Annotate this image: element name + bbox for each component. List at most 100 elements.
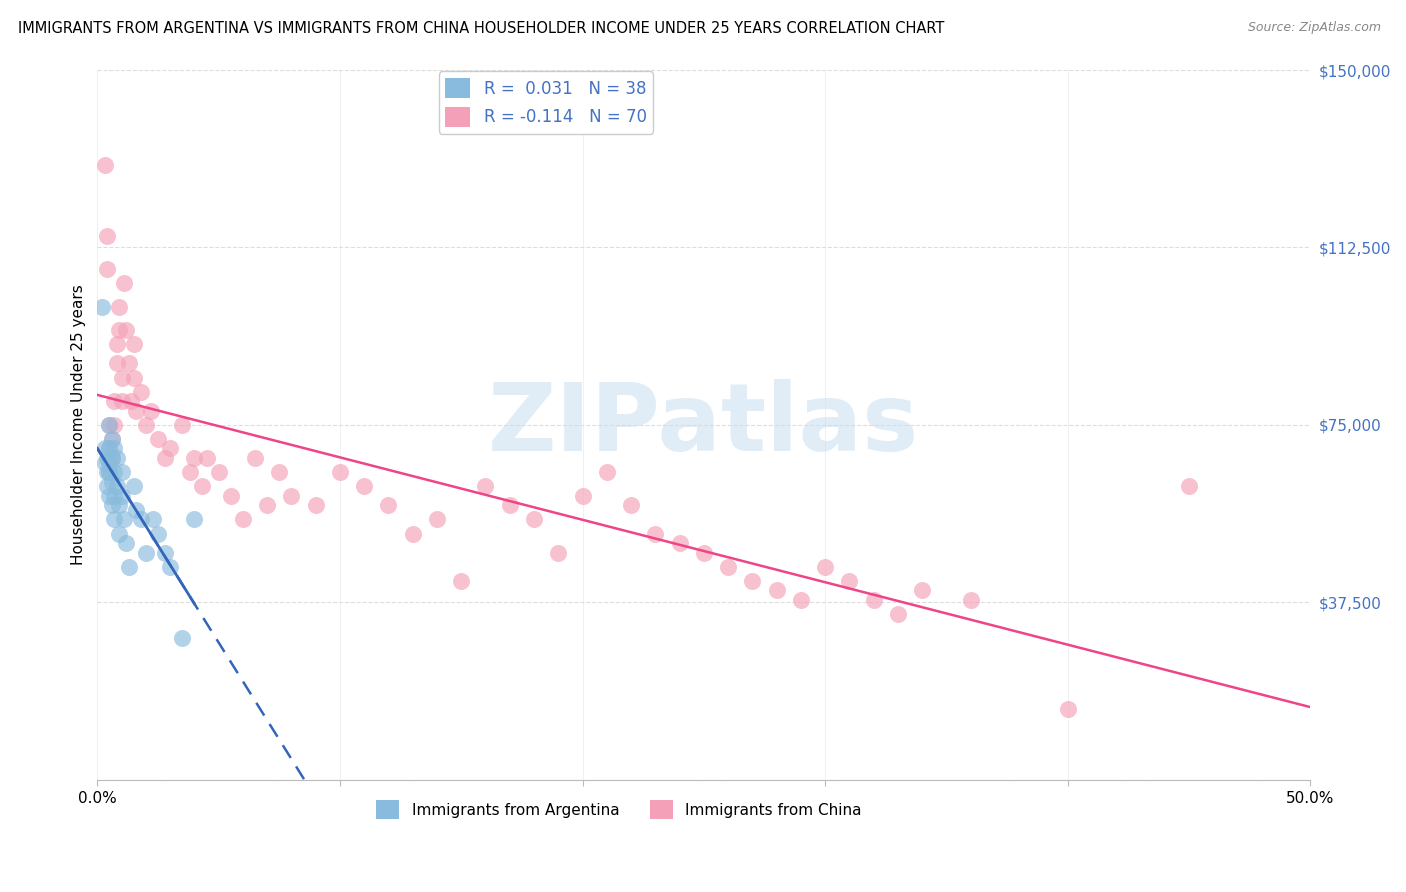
Point bbox=[115, 536, 138, 550]
Point bbox=[280, 489, 302, 503]
Point bbox=[98, 442, 121, 456]
Point bbox=[547, 545, 569, 559]
Point bbox=[862, 592, 884, 607]
Point bbox=[426, 512, 449, 526]
Point bbox=[98, 489, 121, 503]
Point bbox=[693, 545, 716, 559]
Point bbox=[142, 512, 165, 526]
Point bbox=[135, 417, 157, 432]
Point bbox=[402, 526, 425, 541]
Point bbox=[96, 261, 118, 276]
Point bbox=[887, 607, 910, 621]
Point bbox=[959, 592, 981, 607]
Point bbox=[790, 592, 813, 607]
Point bbox=[112, 276, 135, 290]
Point bbox=[101, 498, 124, 512]
Point bbox=[108, 498, 131, 512]
Point bbox=[91, 300, 114, 314]
Point bbox=[108, 526, 131, 541]
Point bbox=[190, 479, 212, 493]
Point bbox=[98, 465, 121, 479]
Point bbox=[159, 442, 181, 456]
Point bbox=[110, 465, 132, 479]
Point bbox=[103, 489, 125, 503]
Point bbox=[98, 456, 121, 470]
Point bbox=[172, 631, 194, 645]
Point bbox=[98, 442, 121, 456]
Point bbox=[105, 450, 128, 465]
Point bbox=[741, 574, 763, 588]
Point bbox=[110, 370, 132, 384]
Point bbox=[96, 228, 118, 243]
Point bbox=[269, 465, 291, 479]
Point bbox=[105, 356, 128, 370]
Point bbox=[208, 465, 231, 479]
Point bbox=[96, 450, 118, 465]
Point bbox=[98, 417, 121, 432]
Point bbox=[243, 450, 266, 465]
Point bbox=[112, 512, 135, 526]
Point bbox=[1178, 479, 1201, 493]
Point bbox=[155, 450, 177, 465]
Point bbox=[450, 574, 472, 588]
Point bbox=[93, 442, 115, 456]
Point bbox=[101, 432, 124, 446]
Point bbox=[146, 432, 169, 446]
Point bbox=[765, 583, 787, 598]
Point bbox=[596, 465, 619, 479]
Point bbox=[838, 574, 860, 588]
Text: ZIPatlas: ZIPatlas bbox=[488, 379, 920, 471]
Point bbox=[118, 559, 141, 574]
Point bbox=[377, 498, 399, 512]
Point bbox=[125, 403, 148, 417]
Point bbox=[620, 498, 643, 512]
Point bbox=[93, 456, 115, 470]
Point bbox=[103, 394, 125, 409]
Point bbox=[911, 583, 934, 598]
Point bbox=[115, 323, 138, 337]
Point bbox=[139, 403, 162, 417]
Point bbox=[108, 323, 131, 337]
Point bbox=[103, 512, 125, 526]
Point bbox=[159, 559, 181, 574]
Point bbox=[668, 536, 690, 550]
Point bbox=[96, 479, 118, 493]
Point bbox=[644, 526, 666, 541]
Point bbox=[135, 545, 157, 559]
Point bbox=[305, 498, 328, 512]
Point bbox=[129, 384, 152, 399]
Point bbox=[101, 475, 124, 489]
Legend: Immigrants from Argentina, Immigrants from China: Immigrants from Argentina, Immigrants fr… bbox=[370, 794, 868, 825]
Point bbox=[523, 512, 546, 526]
Point bbox=[101, 450, 124, 465]
Point bbox=[717, 559, 740, 574]
Point bbox=[183, 450, 205, 465]
Point bbox=[103, 442, 125, 456]
Point bbox=[474, 479, 496, 493]
Point bbox=[110, 489, 132, 503]
Point bbox=[101, 432, 124, 446]
Point bbox=[122, 337, 145, 351]
Point bbox=[814, 559, 837, 574]
Text: Source: ZipAtlas.com: Source: ZipAtlas.com bbox=[1247, 21, 1381, 35]
Point bbox=[329, 465, 352, 479]
Point bbox=[125, 503, 148, 517]
Point bbox=[155, 545, 177, 559]
Point bbox=[122, 479, 145, 493]
Point bbox=[499, 498, 522, 512]
Point bbox=[103, 417, 125, 432]
Point bbox=[195, 450, 218, 465]
Point bbox=[118, 356, 141, 370]
Point bbox=[172, 417, 194, 432]
Point bbox=[98, 465, 121, 479]
Point bbox=[571, 489, 593, 503]
Point bbox=[1056, 701, 1078, 715]
Point bbox=[120, 394, 142, 409]
Point bbox=[108, 300, 131, 314]
Point bbox=[110, 394, 132, 409]
Point bbox=[101, 450, 124, 465]
Point bbox=[96, 465, 118, 479]
Point bbox=[129, 512, 152, 526]
Y-axis label: Householder Income Under 25 years: Householder Income Under 25 years bbox=[72, 285, 86, 566]
Point bbox=[122, 370, 145, 384]
